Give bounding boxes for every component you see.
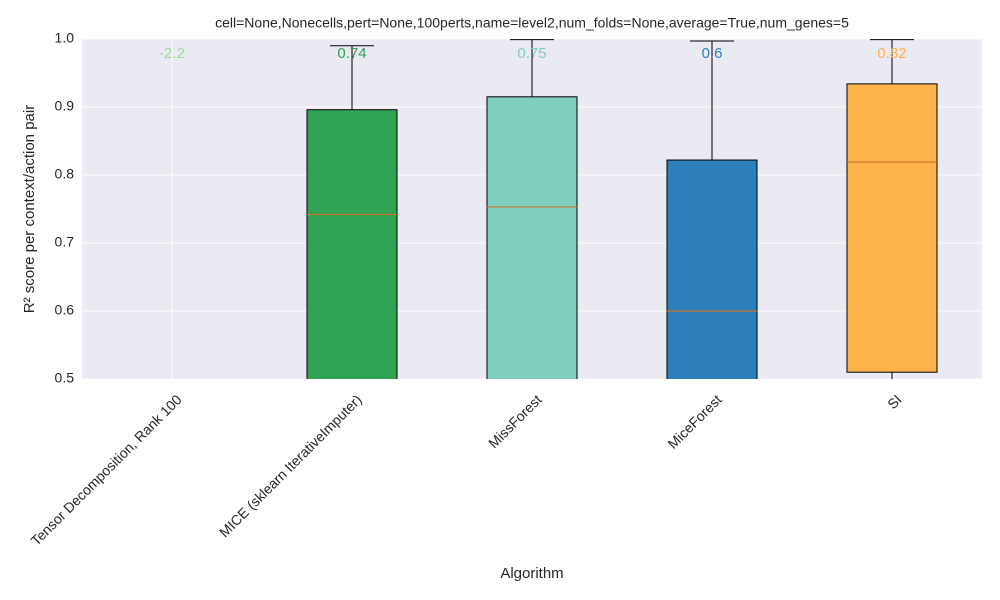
box: [486, 96, 578, 379]
box: [666, 159, 758, 379]
median-label: 0.6: [702, 45, 723, 62]
x-tick-label: MICE (sklearn IterativeImputer): [216, 391, 365, 540]
x-tick-label: MissForest: [485, 391, 545, 451]
median-label: -2.2: [159, 45, 185, 62]
median-label: 0.74: [337, 45, 366, 62]
x-tick-label: SI: [884, 391, 905, 412]
x-axis-label: Algorithm: [500, 565, 563, 582]
box: [127, 583, 217, 600]
y-tick-label: 0.6: [55, 302, 75, 318]
y-tick-label: 1.0: [55, 30, 75, 46]
chart-title: cell=None,Nonecells,pert=None,100perts,n…: [215, 15, 849, 31]
y-tick-label: 0.8: [55, 166, 75, 182]
box: [306, 109, 398, 379]
box: [846, 83, 938, 373]
median-label: 0.75: [517, 45, 546, 62]
y-tick-label: 0.7: [55, 234, 75, 250]
y-tick-label: 0.9: [55, 98, 75, 114]
x-tick-label: Tensor Decomposition, Rank 100: [28, 391, 185, 548]
y-tick-label: 0.5: [55, 370, 75, 386]
plot-area: [127, 39, 938, 600]
y-axis-label: R² score per context/action pair: [21, 105, 38, 313]
median-label: 0.82: [877, 45, 906, 62]
x-tick-label: MiceForest: [664, 391, 724, 451]
